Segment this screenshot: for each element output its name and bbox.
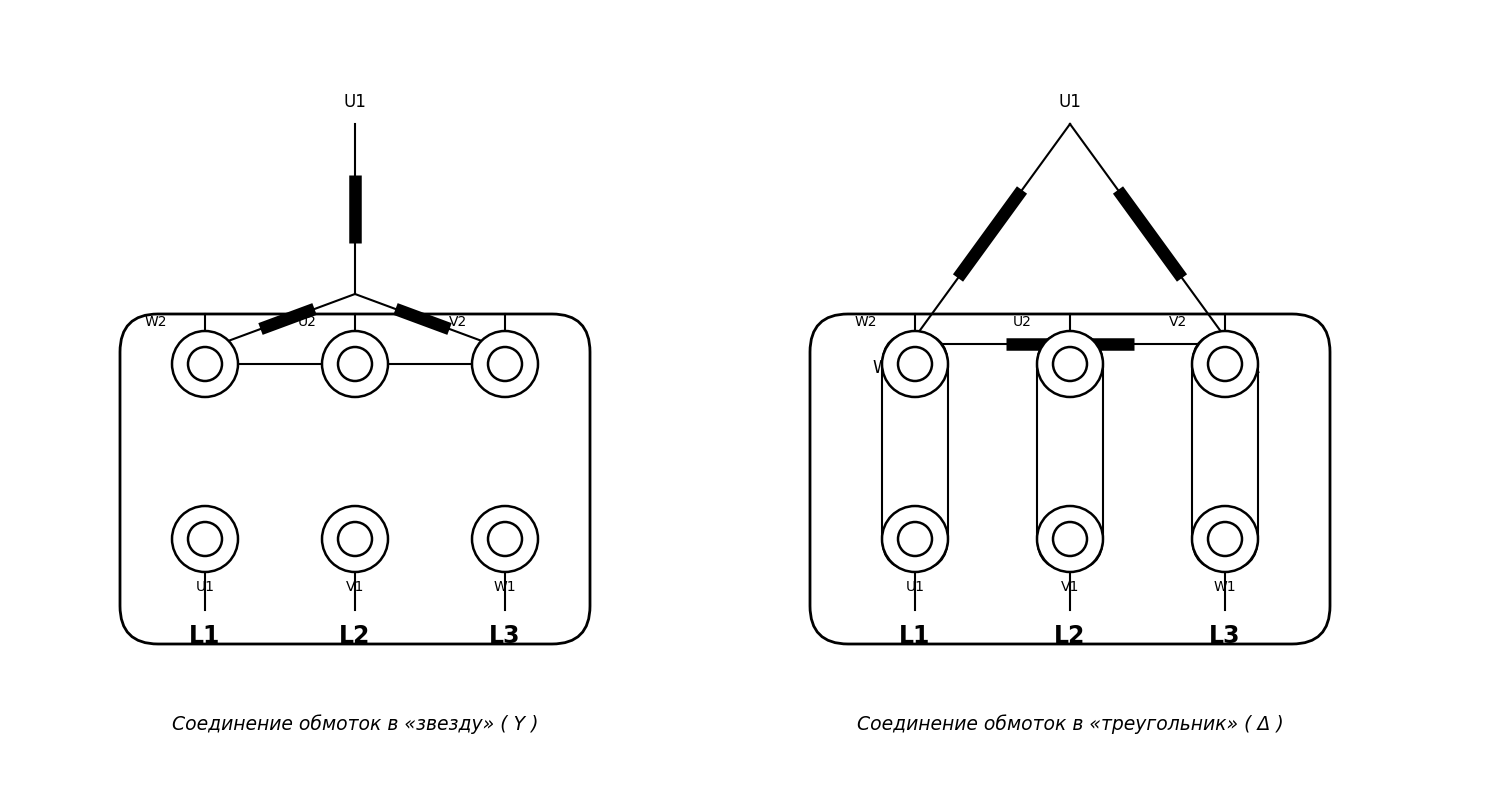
Text: W2: W2 xyxy=(855,315,877,329)
Text: U1: U1 xyxy=(906,580,924,594)
FancyBboxPatch shape xyxy=(882,333,948,570)
Circle shape xyxy=(1053,522,1088,556)
Circle shape xyxy=(1208,347,1242,381)
Circle shape xyxy=(472,331,538,397)
Text: W1: W1 xyxy=(1214,580,1236,594)
Circle shape xyxy=(338,347,372,381)
FancyBboxPatch shape xyxy=(1036,333,1102,570)
Circle shape xyxy=(898,347,932,381)
Circle shape xyxy=(488,347,522,381)
Circle shape xyxy=(1192,506,1258,572)
FancyBboxPatch shape xyxy=(810,314,1330,644)
Text: L2: L2 xyxy=(1054,624,1086,648)
Circle shape xyxy=(338,522,372,556)
Circle shape xyxy=(1208,522,1242,556)
Circle shape xyxy=(472,506,538,572)
Text: W1: W1 xyxy=(494,580,516,594)
Text: Соединение обмоток в «треугольник» ( Δ ): Соединение обмоток в «треугольник» ( Δ ) xyxy=(856,714,1284,733)
Text: V2: V2 xyxy=(448,315,466,329)
Circle shape xyxy=(882,331,948,397)
Text: L1: L1 xyxy=(900,624,930,648)
Circle shape xyxy=(172,506,238,572)
FancyBboxPatch shape xyxy=(120,314,590,644)
Circle shape xyxy=(188,347,222,381)
Circle shape xyxy=(488,522,522,556)
Text: U2: U2 xyxy=(298,315,316,329)
Text: L3: L3 xyxy=(489,624,520,648)
Circle shape xyxy=(1036,506,1102,572)
FancyBboxPatch shape xyxy=(1192,333,1258,570)
Circle shape xyxy=(322,506,388,572)
Text: V1: V1 xyxy=(1060,580,1078,594)
Text: V1: V1 xyxy=(500,359,522,377)
Circle shape xyxy=(1036,331,1102,397)
Circle shape xyxy=(882,506,948,572)
Circle shape xyxy=(1053,347,1088,381)
Text: V1: V1 xyxy=(1240,359,1262,377)
Text: W1: W1 xyxy=(183,359,210,377)
Text: W2: W2 xyxy=(144,315,166,329)
Circle shape xyxy=(1192,331,1258,397)
Circle shape xyxy=(172,331,238,397)
Text: U1: U1 xyxy=(195,580,214,594)
Text: L2: L2 xyxy=(339,624,370,648)
Text: V2: V2 xyxy=(1168,315,1186,329)
Text: U1: U1 xyxy=(344,93,366,111)
Text: U2: U2 xyxy=(1013,315,1032,329)
Text: Соединение обмоток в «звезду» ( Y ): Соединение обмоток в «звезду» ( Y ) xyxy=(172,714,538,733)
Text: V1: V1 xyxy=(346,580,364,594)
Circle shape xyxy=(898,522,932,556)
Text: W1: W1 xyxy=(873,359,900,377)
Text: U1: U1 xyxy=(1059,93,1082,111)
Text: L3: L3 xyxy=(1209,624,1240,648)
Circle shape xyxy=(322,331,388,397)
Circle shape xyxy=(188,522,222,556)
Text: L1: L1 xyxy=(189,624,220,648)
